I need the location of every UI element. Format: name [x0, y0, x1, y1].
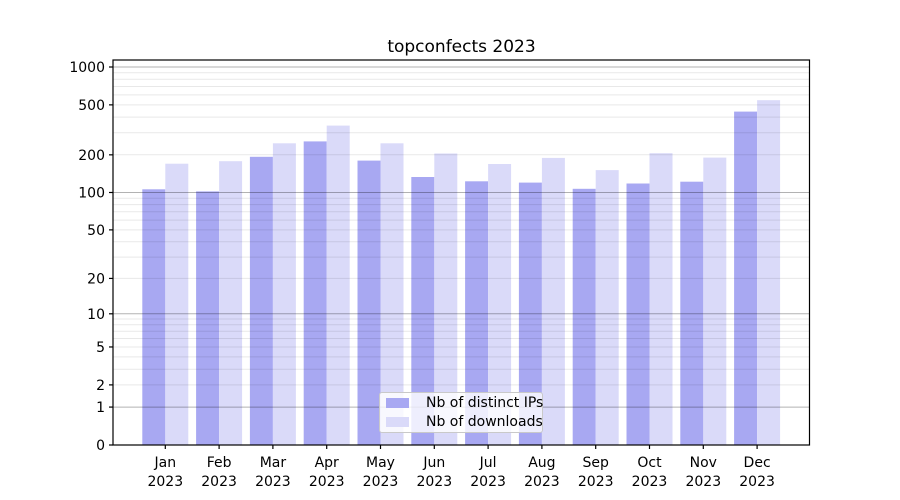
bar-downloads-mar [272, 143, 296, 446]
x-tick-label-year: 2023 [524, 474, 560, 490]
y-tick-label: 0 [96, 438, 105, 454]
y-tick-label: 1000 [69, 60, 105, 76]
bar-downloads-nov [703, 157, 727, 445]
legend-item-distinct-ips: Nb of distinct IPs [386, 395, 543, 411]
x-tick-label-month: Feb [207, 455, 232, 471]
x-tick-label-year: 2023 [470, 474, 506, 490]
bar-distinct-ips-jul [465, 181, 489, 446]
x-tick-label-year: 2023 [255, 474, 291, 490]
bar-distinct-ips-aug [518, 182, 542, 445]
bar-distinct-ips-oct [626, 183, 650, 445]
chart-title: topconfects 2023 [387, 37, 536, 57]
bar-distinct-ips-mar [249, 156, 273, 446]
x-tick-label-year: 2023 [309, 474, 345, 490]
bar-downloads-jun [434, 153, 458, 445]
y-tick-label: 5 [96, 340, 105, 356]
x-tick-label-month: Jan [154, 455, 177, 471]
x-tick-label-year: 2023 [578, 474, 614, 490]
bar-distinct-ips-feb [196, 191, 220, 445]
x-tick-label-month: Oct [637, 455, 662, 471]
x-tick-label-year: 2023 [739, 474, 775, 490]
x-tick-label-month: May [366, 455, 395, 471]
bar-downloads-may [380, 143, 404, 446]
legend: Nb of distinct IPs Nb of downloads [379, 392, 543, 433]
x-tick-label-month: Aug [528, 455, 555, 471]
bar-downloads-oct [649, 153, 673, 445]
legend-swatch-downloads [386, 417, 409, 427]
bar-downloads-jan [165, 163, 189, 445]
y-tick-label: 100 [78, 186, 105, 202]
x-tick-label-year: 2023 [685, 474, 721, 490]
x-tick-label-month: Apr [315, 455, 339, 471]
x-tick-label-month: Mar [260, 455, 287, 471]
y-tick-label: 500 [78, 98, 105, 114]
plot-border [112, 59, 811, 446]
x-tick-label-month: Jun [422, 455, 445, 471]
bar-distinct-ips-may [357, 160, 381, 445]
y-tick-label: 1 [96, 400, 105, 416]
y-tick-label: 20 [87, 271, 105, 287]
bar-downloads-aug [541, 157, 565, 445]
bar-distinct-ips-dec [734, 111, 758, 445]
bar-downloads-feb [219, 161, 243, 445]
bar-distinct-ips-jan [142, 189, 166, 445]
y-tick-label: 50 [87, 223, 105, 239]
legend-label-distinct-ips: Nb of distinct IPs [426, 395, 544, 411]
bar-distinct-ips-jun [411, 177, 435, 445]
x-tick-label-year: 2023 [201, 474, 237, 490]
x-tick-label-month: Nov [690, 455, 717, 471]
x-tick-label-month: Dec [744, 455, 771, 471]
x-tick-label-year: 2023 [147, 474, 183, 490]
bar-downloads-dec [757, 100, 781, 445]
y-tick-label: 200 [78, 148, 105, 164]
bar-downloads-apr [326, 125, 350, 445]
y-tick-label: 10 [87, 307, 105, 323]
bar-distinct-ips-apr [303, 141, 327, 445]
y-tick-label: 2 [96, 378, 105, 394]
bar-downloads-jul [488, 164, 512, 445]
legend-swatch-distinct-ips [386, 398, 409, 408]
x-tick-label-year: 2023 [416, 474, 452, 490]
legend-label-downloads: Nb of downloads [426, 414, 543, 430]
bar-downloads-sep [595, 170, 619, 445]
x-tick-label-year: 2023 [363, 474, 399, 490]
x-tick-label-month: Sep [583, 455, 610, 471]
bar-distinct-ips-sep [572, 188, 596, 446]
legend-item-downloads: Nb of downloads [386, 414, 543, 430]
x-tick-label-month: Jul [479, 455, 497, 471]
bar-distinct-ips-nov [680, 181, 704, 445]
x-tick-label-year: 2023 [632, 474, 668, 490]
